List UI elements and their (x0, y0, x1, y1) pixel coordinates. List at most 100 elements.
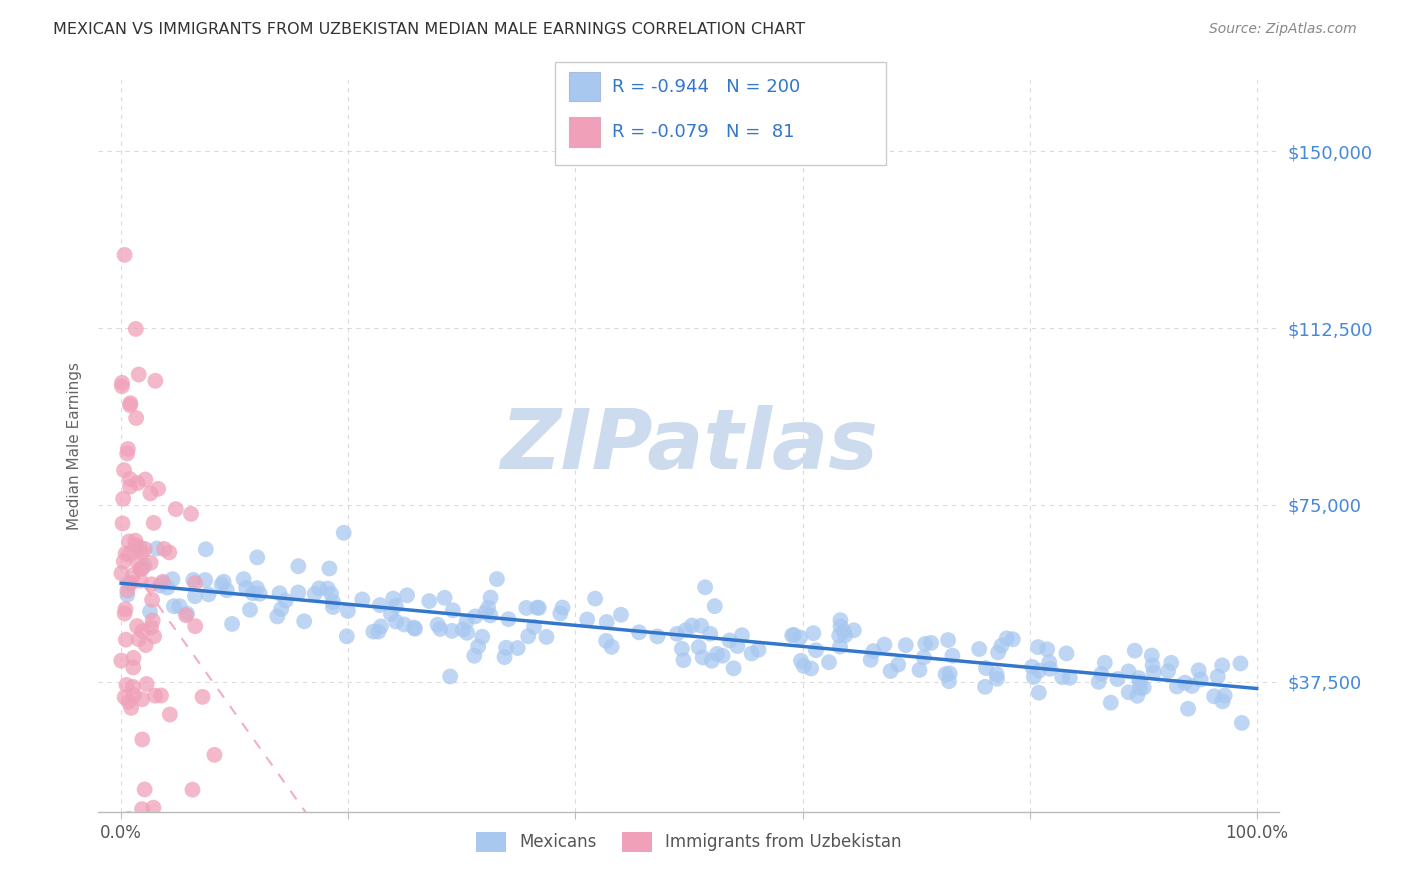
Point (111, 516, 134, 531)
Point (793, 659, 815, 673)
Point (110, 654, 132, 668)
Point (114, 547, 136, 561)
Point (1118, 665, 1140, 679)
Point (527, 600, 550, 615)
Point (143, 629, 166, 643)
Point (159, 707, 181, 722)
Point (131, 692, 153, 706)
Point (120, 398, 142, 412)
Point (212, 574, 235, 589)
Point (920, 636, 942, 650)
Point (134, 558, 156, 573)
Point (693, 580, 716, 594)
Point (1126, 689, 1149, 703)
Point (1059, 671, 1081, 685)
Point (536, 630, 558, 644)
Point (156, 581, 179, 595)
Point (1143, 665, 1166, 680)
Point (122, 568, 145, 582)
Point (114, 607, 136, 621)
Point (404, 622, 426, 636)
Point (194, 573, 217, 587)
Point (396, 588, 419, 602)
Point (703, 599, 725, 614)
Point (125, 322, 148, 336)
Point (1189, 673, 1212, 687)
Point (1123, 643, 1146, 657)
Point (322, 595, 344, 609)
Point (165, 502, 187, 516)
Point (1099, 696, 1122, 710)
Point (741, 647, 763, 661)
Point (1028, 664, 1050, 678)
Point (127, 476, 149, 491)
Point (467, 640, 489, 654)
Text: ZIPatlas: ZIPatlas (501, 406, 877, 486)
Point (385, 615, 408, 629)
Point (145, 374, 167, 388)
Point (426, 617, 449, 632)
Point (197, 587, 219, 601)
Point (1157, 664, 1180, 678)
Point (690, 618, 713, 632)
Point (986, 667, 1008, 681)
Point (139, 620, 162, 634)
Point (114, 690, 136, 705)
Point (495, 640, 517, 655)
Point (235, 581, 257, 595)
Point (191, 690, 214, 704)
Point (122, 688, 145, 702)
Point (1094, 656, 1116, 670)
Y-axis label: Median Male Earnings: Median Male Earnings (67, 362, 83, 530)
Point (974, 680, 997, 694)
Point (671, 641, 693, 656)
Point (725, 639, 748, 653)
Point (112, 491, 135, 506)
Point (184, 619, 207, 633)
Point (120, 701, 142, 715)
Point (747, 642, 769, 657)
Point (675, 623, 697, 637)
Point (319, 587, 342, 601)
Point (181, 573, 204, 587)
Point (1001, 632, 1024, 647)
Point (474, 606, 496, 620)
Point (139, 556, 162, 570)
Point (515, 601, 537, 615)
Point (938, 674, 960, 689)
Point (706, 647, 728, 661)
Point (112, 463, 135, 477)
Point (987, 645, 1010, 659)
Point (941, 648, 963, 663)
Point (1021, 660, 1043, 674)
Point (894, 638, 917, 652)
Point (647, 629, 669, 643)
Point (304, 587, 326, 601)
Point (129, 574, 152, 588)
Point (526, 600, 548, 615)
Point (134, 473, 156, 487)
Point (471, 630, 494, 644)
Point (498, 612, 520, 626)
Point (370, 619, 392, 633)
Point (135, 638, 157, 652)
Point (873, 638, 896, 652)
Point (120, 396, 142, 410)
Point (1118, 685, 1140, 699)
Point (479, 608, 502, 623)
Point (830, 613, 852, 627)
Point (117, 588, 139, 602)
Point (239, 603, 262, 617)
Point (1107, 672, 1129, 686)
Point (1142, 658, 1164, 673)
Point (723, 661, 745, 675)
Point (270, 602, 292, 616)
Point (149, 578, 172, 592)
Point (322, 600, 344, 615)
Point (1056, 647, 1078, 661)
Point (146, 541, 169, 556)
Point (336, 604, 359, 618)
Point (485, 572, 508, 586)
Point (194, 542, 217, 557)
Point (456, 615, 478, 629)
